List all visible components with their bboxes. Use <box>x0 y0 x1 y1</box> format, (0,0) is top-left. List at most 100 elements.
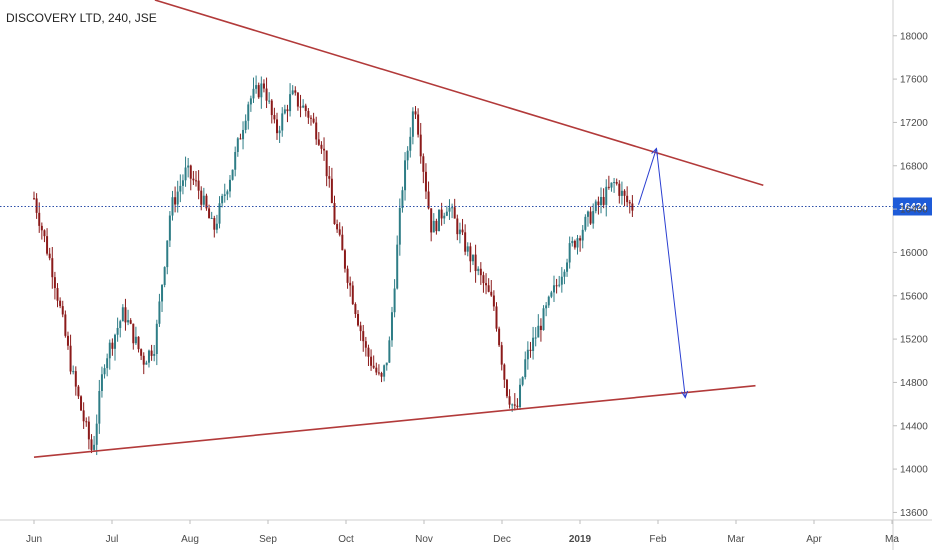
candle-body <box>202 195 205 205</box>
candle-body <box>38 212 41 226</box>
candle-body <box>445 211 448 216</box>
candle-body <box>142 355 145 365</box>
candle-body <box>479 268 482 276</box>
candle-body <box>568 243 571 263</box>
candle-body <box>338 229 341 235</box>
candle-body <box>48 253 51 259</box>
candle-body <box>221 195 224 204</box>
candle-body <box>498 328 501 346</box>
candle-body <box>372 365 375 368</box>
current-price-label: 16424 <box>899 202 927 213</box>
candle-body <box>147 350 150 363</box>
candle-body <box>573 240 576 248</box>
candle-body <box>607 186 610 188</box>
time-tick-label: Mar <box>727 534 745 545</box>
candle-body <box>145 362 148 365</box>
candle-body <box>458 229 461 235</box>
candle-body <box>150 350 153 356</box>
candle-body <box>492 295 495 307</box>
candle-body <box>503 364 506 380</box>
candle-body <box>289 94 292 112</box>
candle-body <box>239 138 242 140</box>
time-tick-label: Oct <box>338 534 354 545</box>
price-tick-label: 18000 <box>900 31 928 42</box>
candle-body <box>610 182 613 188</box>
candle-body <box>265 88 268 101</box>
candle-body <box>195 180 198 182</box>
candle-body <box>93 444 96 450</box>
candle-body <box>631 203 634 211</box>
time-tick-label: Nov <box>415 534 433 545</box>
candle-body <box>108 342 111 359</box>
candle-body <box>69 345 72 372</box>
candle-body <box>273 115 276 120</box>
time-tick-label: Feb <box>649 534 667 545</box>
candle-body <box>430 208 433 233</box>
candle-body <box>349 282 352 286</box>
candle-body <box>40 225 43 231</box>
candle-body <box>181 180 184 186</box>
candle-body <box>370 356 373 366</box>
annotation-lines <box>33 0 764 458</box>
candle-body <box>440 209 443 219</box>
candle-body <box>200 190 203 205</box>
candle-body <box>74 371 77 387</box>
price-tick-label: 14400 <box>900 421 928 432</box>
candle-body <box>529 349 532 351</box>
candle-body <box>61 306 64 315</box>
candle-body <box>597 201 600 206</box>
time-tick-label: Apr <box>806 534 822 545</box>
candle-body <box>283 109 286 114</box>
candle-body <box>404 160 407 191</box>
candle-body <box>66 335 69 346</box>
candle-body <box>537 325 540 338</box>
candle-body <box>252 88 255 99</box>
candle-body <box>153 353 156 356</box>
chart-title: DISCOVERY LTD, 240, JSE <box>6 11 157 25</box>
candle-body <box>64 314 67 336</box>
candle-body <box>367 347 370 357</box>
candle-body <box>317 139 320 145</box>
candle-body <box>602 196 605 205</box>
candle-body <box>558 284 561 286</box>
current-price-line-group: 16424 <box>0 197 932 216</box>
candle-body <box>466 246 469 252</box>
current-price-tag <box>893 197 932 216</box>
candle-body <box>579 238 582 241</box>
candle-body <box>163 267 166 285</box>
candle-body <box>309 117 312 119</box>
candle-body <box>620 190 623 196</box>
candle-body <box>432 220 435 233</box>
candle-body <box>375 367 378 373</box>
candle-body <box>257 85 260 98</box>
candle-body <box>299 106 302 108</box>
price-tick-label: 16400 <box>900 205 928 216</box>
candle-body <box>552 285 555 293</box>
candle-body <box>278 130 281 134</box>
candle-body <box>82 410 85 422</box>
candle-body <box>323 148 326 151</box>
resistance-trendline[interactable] <box>154 0 764 187</box>
candle-body <box>628 202 631 204</box>
candle-body <box>184 167 187 181</box>
candle-body <box>59 300 62 307</box>
candle-body <box>333 203 336 225</box>
candle-body <box>385 362 388 366</box>
candle-body <box>560 276 563 285</box>
support-trendline[interactable] <box>33 384 756 458</box>
candle-body <box>586 211 589 217</box>
candle-body <box>547 296 550 306</box>
candle-body <box>315 122 318 140</box>
projection-arrow-up-icon <box>651 147 658 156</box>
candle-body <box>168 215 171 241</box>
candle-body <box>137 336 140 350</box>
candle-body <box>513 404 516 406</box>
candle-body <box>189 165 192 179</box>
candle-body <box>456 218 459 235</box>
candle-body <box>576 238 579 248</box>
candle-body <box>411 111 414 137</box>
candle-body <box>485 283 488 286</box>
candle-body <box>571 240 574 244</box>
